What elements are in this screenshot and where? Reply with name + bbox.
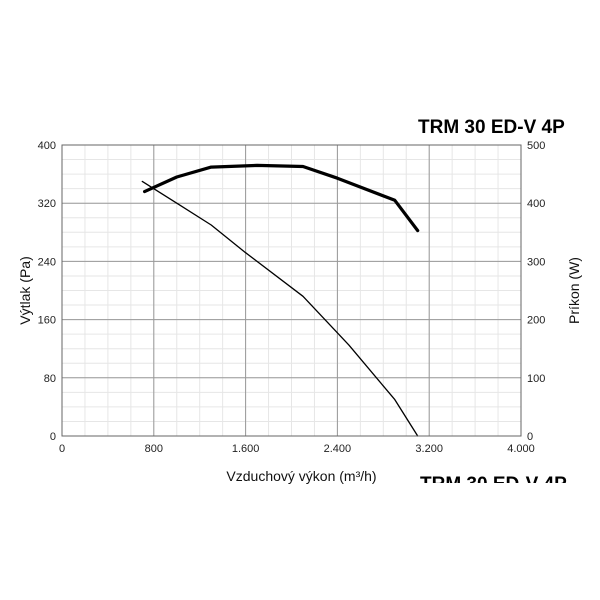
y-right-tick-label: 500 <box>527 140 545 152</box>
y-right-tick-label: 0 <box>527 431 533 443</box>
chart-title: TRM 30 ED-V 4P <box>418 117 565 138</box>
x-tick-label: 1.600 <box>232 443 260 455</box>
y-left-tick-label: 240 <box>38 256 56 268</box>
tick-labels: 0 800 1.600 2.400 3.200 4.0000801602403204000… <box>38 140 546 455</box>
x-tick-label: 3.200 <box>415 443 443 455</box>
x-tick-label: 800 <box>145 443 163 455</box>
x-tick-label: 0 <box>59 443 65 455</box>
y-left-tick-label: 320 <box>38 198 56 210</box>
y-left-tick-label: 160 <box>38 315 56 327</box>
y-right-tick-label: 200 <box>527 315 545 327</box>
plot-frame <box>61 144 522 437</box>
y-left-tick-label: 0 <box>50 431 56 443</box>
y-left-tick-label: 80 <box>44 373 56 385</box>
power-curve-line <box>143 163 420 233</box>
x-axis-label: Vzduchový výkon (m³/h) <box>226 468 376 484</box>
y-axis-label-left: Výtlak (Pa) <box>17 256 33 324</box>
x-tick-label: 4.000 <box>507 443 535 455</box>
y-right-tick-label: 400 <box>527 198 545 210</box>
pressure-curve-line <box>141 180 419 437</box>
clipped-title: TRM 30 ED-V 4P <box>420 470 590 483</box>
grid <box>62 145 521 436</box>
x-tick-label: 2.400 <box>324 443 352 455</box>
series-lines <box>141 163 420 437</box>
clipped-title-text: TRM 30 ED-V 4P <box>420 474 567 483</box>
y-right-tick-label: 100 <box>527 373 545 385</box>
y-right-tick-label: 300 <box>527 256 545 268</box>
y-left-tick-label: 400 <box>38 140 56 152</box>
y-axis-label-right: Príkon (W) <box>566 257 582 324</box>
